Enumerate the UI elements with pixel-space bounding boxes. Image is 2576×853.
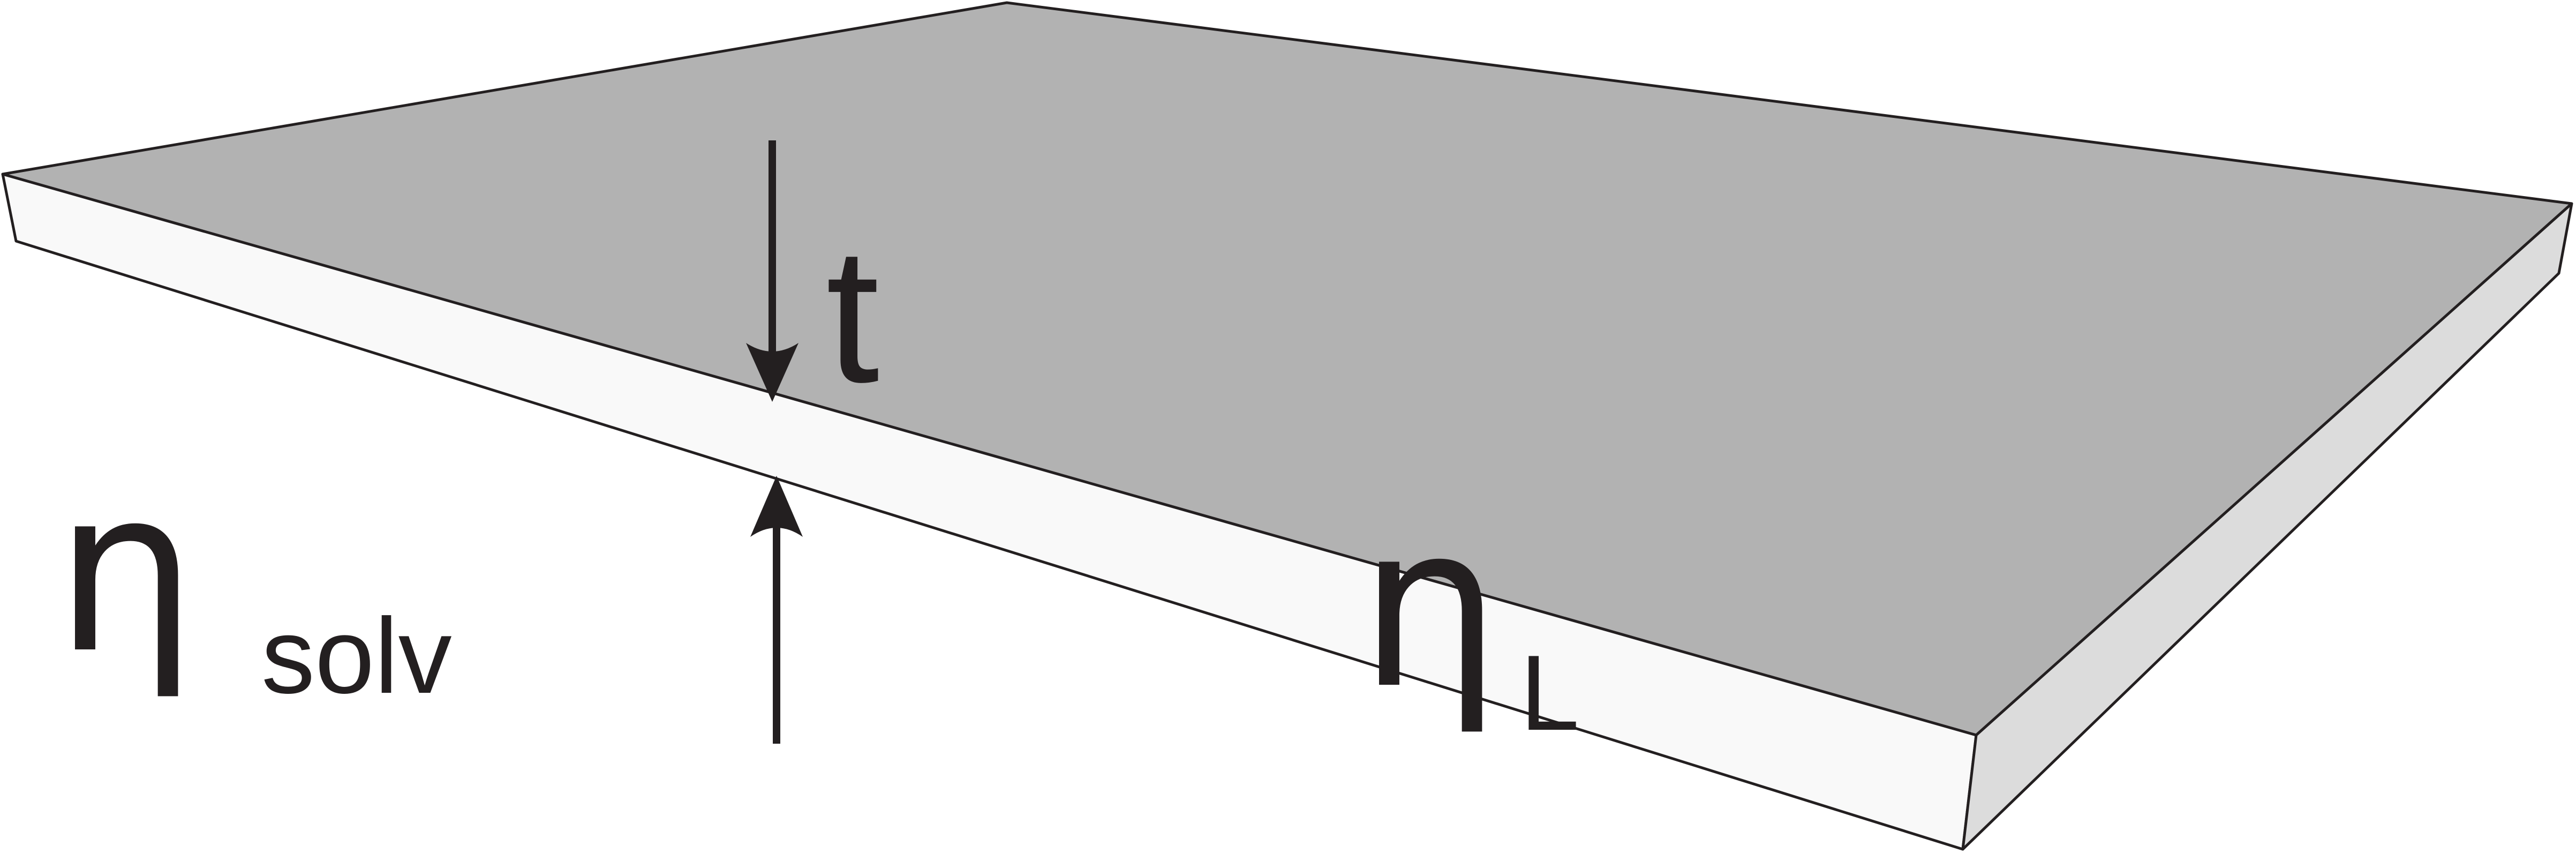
thickness-label: t <box>826 207 880 423</box>
layer-viscosity-subscript: L <box>1520 633 1579 753</box>
slab-side-face <box>1961 202 2573 851</box>
slab-front-top-edge <box>2 173 1977 736</box>
layer-viscosity-symbol: η <box>1359 476 1501 738</box>
solvent-viscosity-subscript: solv <box>261 596 452 716</box>
solvent-viscosity-symbol: η <box>55 441 197 703</box>
thickness-arrow-top <box>746 140 799 402</box>
thickness-arrow-bottom <box>750 476 803 744</box>
